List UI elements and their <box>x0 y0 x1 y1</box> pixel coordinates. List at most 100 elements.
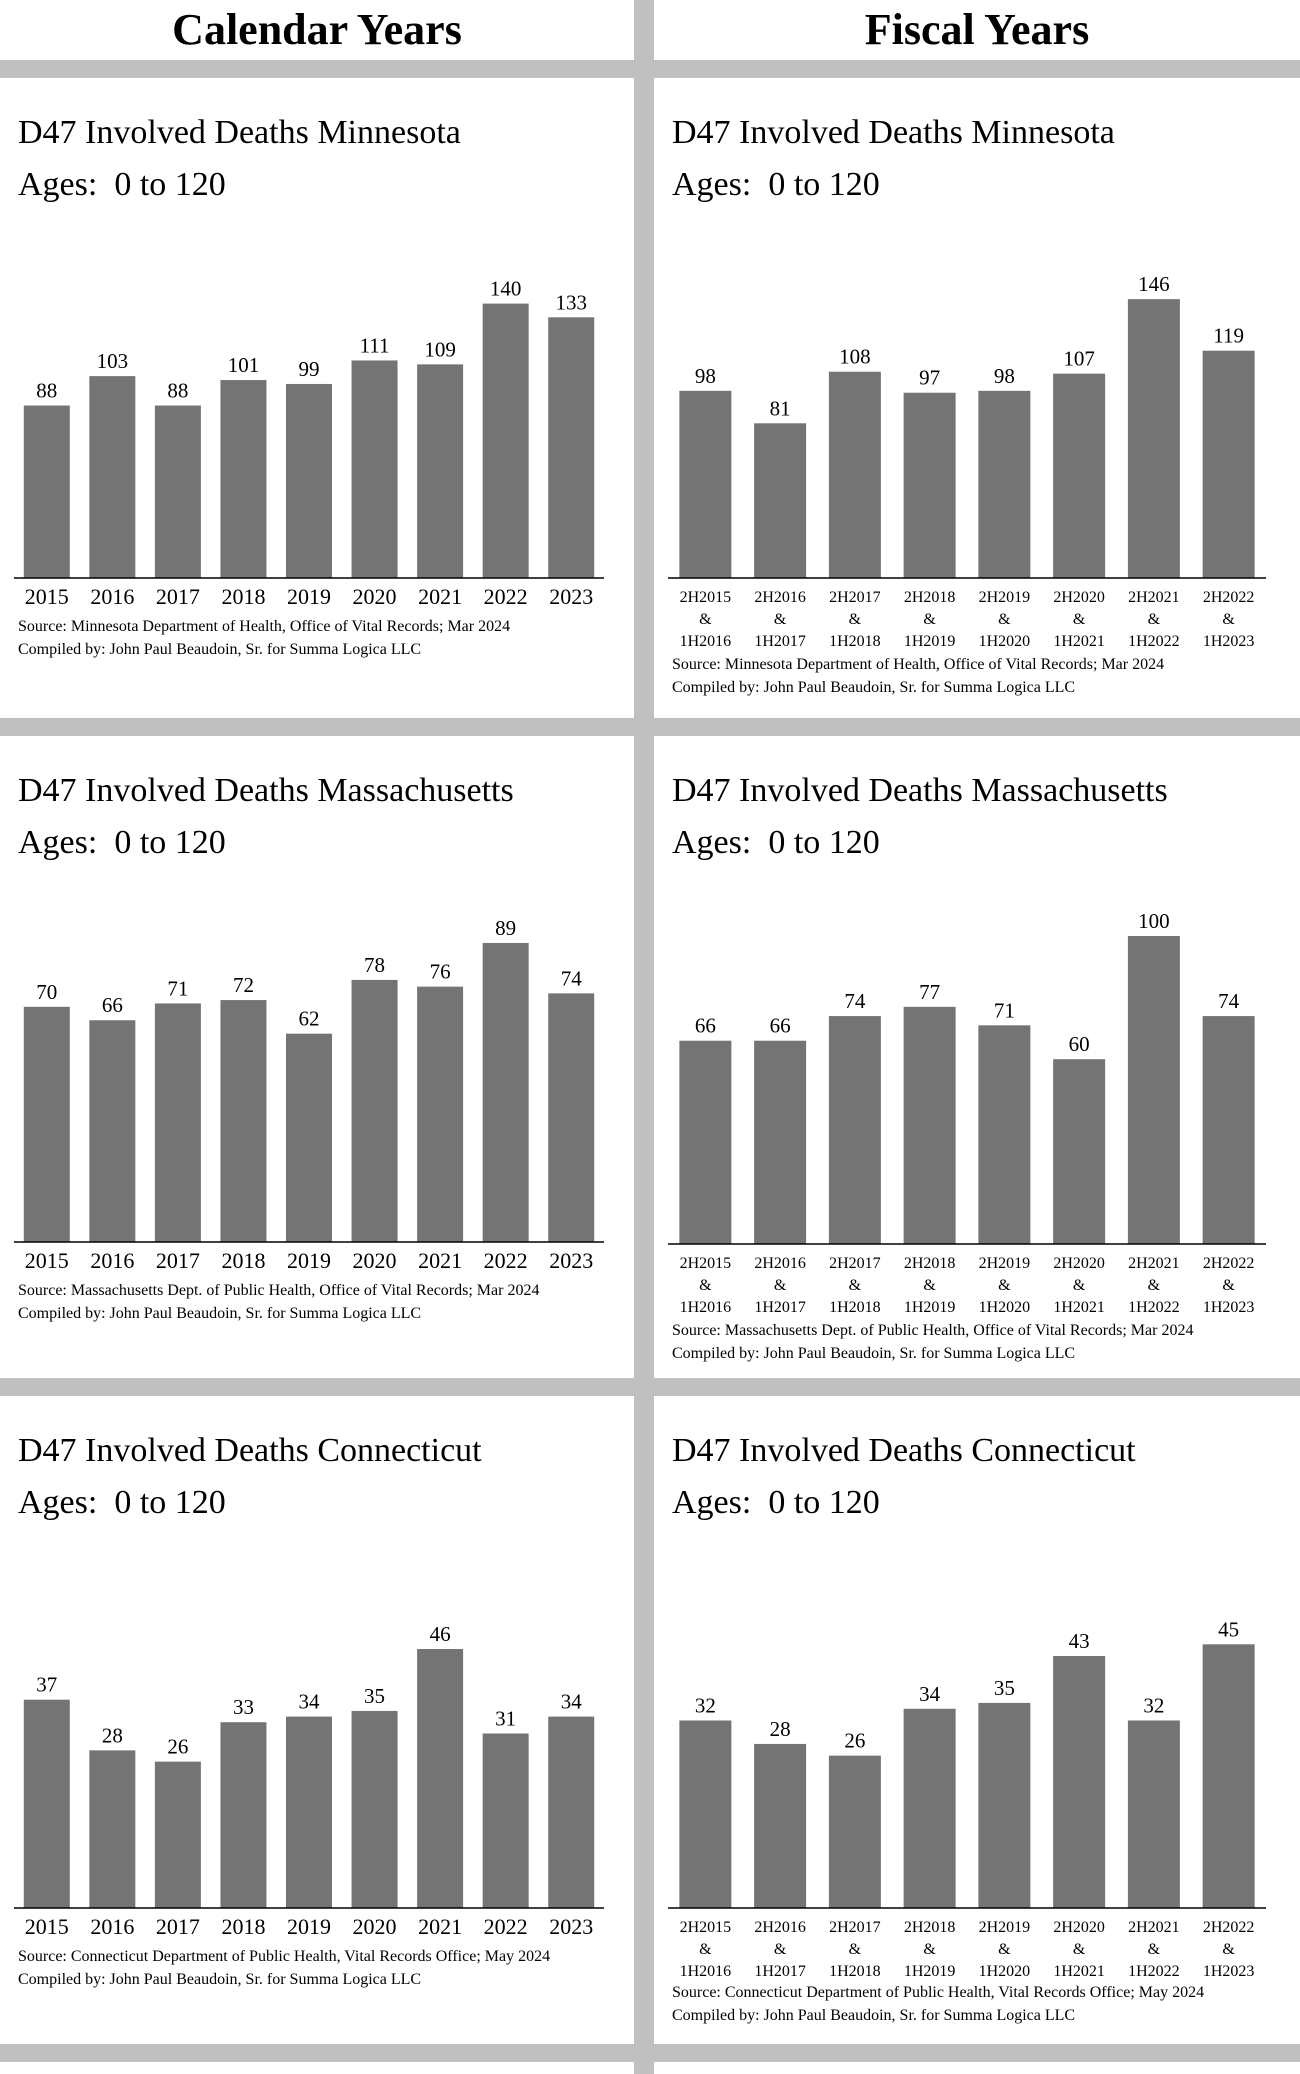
data-label: 107 <box>1063 347 1095 371</box>
bar-2023 <box>548 993 595 1242</box>
data-label: 43 <box>1069 1629 1090 1653</box>
bar-chart: 88 2015 103 2016 88 2017 101 2018 99 2019 111 2020 1… <box>14 277 604 609</box>
data-label: 140 <box>490 277 522 301</box>
compiled-by-note: Compiled by: John Paul Beaudoin, Sr. for… <box>672 679 1076 696</box>
fiscal-years-header: Fiscal Years <box>654 0 1300 60</box>
x-tick-label: 2016 <box>90 1248 134 1273</box>
bar-2H2018-1H2019 <box>903 1006 956 1244</box>
x-tick-label: 2H2022 & 1H2023 <box>1203 1255 1255 1316</box>
chart-panel-minnesota-fiscal: D47 Involved Deaths Minnesota Ages: 0 to … <box>654 78 1300 718</box>
bar-2017 <box>154 1761 201 1908</box>
compiled-by-note: Compiled by: John Paul Beaudoin, Sr. for… <box>18 1305 422 1322</box>
chart-title: D47 Involved Deaths Minnesota <box>672 114 1115 151</box>
bar-chart: 70 2015 66 2016 71 2017 72 2018 62 2019 78 2020 76 20… <box>14 916 604 1273</box>
bar-2H2016-1H2017 <box>754 423 807 578</box>
chart-panel-massachusetts-calendar: D47 Involved Deaths Massachusetts Ages: 0… <box>0 736 634 1378</box>
compiled-by-note: Compiled by: John Paul Beaudoin, Sr. for… <box>18 641 422 658</box>
bar-2023 <box>548 317 595 578</box>
bar-2H2017-1H2018 <box>828 371 881 578</box>
bar-2022 <box>482 1733 529 1908</box>
bar-2021 <box>417 364 464 578</box>
data-label: 31 <box>495 1706 516 1730</box>
chart-subtitle: Ages: 0 to 120 <box>672 1484 880 1521</box>
data-label: 76 <box>430 960 451 984</box>
data-label: 78 <box>364 953 385 977</box>
bar-2H2018-1H2019 <box>903 392 956 578</box>
bar-2H2020-1H2021 <box>1053 1656 1106 1908</box>
x-tick-label: 2019 <box>287 584 331 609</box>
data-label: 97 <box>919 366 940 390</box>
data-label: 72 <box>233 973 254 997</box>
data-label: 62 <box>299 1007 320 1031</box>
bar-2016 <box>89 1750 136 1908</box>
data-label: 133 <box>555 290 587 314</box>
data-label: 66 <box>695 1014 716 1038</box>
bar-2H2022-1H2023 <box>1202 1016 1255 1244</box>
x-tick-label: 2H2015 & 1H2016 <box>680 1919 732 1980</box>
bar-2021 <box>417 986 464 1242</box>
x-tick-label: 2015 <box>25 1248 69 1273</box>
source-note: Source: Massachusetts Dept. of Public He… <box>18 1282 540 1299</box>
bar-2015 <box>23 1699 70 1908</box>
x-tick-label: 2020 <box>353 1914 397 1939</box>
x-tick-label: 2H2019 & 1H2020 <box>979 589 1031 650</box>
data-label: 146 <box>1138 272 1170 296</box>
data-label: 71 <box>994 998 1015 1022</box>
x-tick-label: 2H2017 & 1H2018 <box>829 1919 881 1980</box>
bar-2022 <box>482 303 529 578</box>
bar-2017 <box>154 1003 201 1242</box>
bar-2020 <box>351 979 398 1242</box>
data-label: 81 <box>770 396 791 420</box>
bar-2H2018-1H2019 <box>903 1708 956 1908</box>
data-label: 89 <box>495 916 516 940</box>
data-label: 109 <box>424 337 456 361</box>
x-tick-label: 2021 <box>418 1248 462 1273</box>
x-tick-label: 2H2020 & 1H2021 <box>1053 1919 1105 1980</box>
source-note: Source: Connecticut Department of Public… <box>18 1948 551 1965</box>
x-tick-label: 2022 <box>484 1914 528 1939</box>
chart-subtitle: Ages: 0 to 120 <box>672 166 880 203</box>
bar-2016 <box>89 376 136 578</box>
data-label: 108 <box>839 345 871 369</box>
x-tick-label: 2016 <box>90 584 134 609</box>
bar-2018 <box>220 380 267 578</box>
data-label: 35 <box>994 1676 1015 1700</box>
chart-subtitle: Ages: 0 to 120 <box>672 824 880 861</box>
bar-2019 <box>286 1716 332 1908</box>
data-label: 33 <box>233 1695 254 1719</box>
bar-2018 <box>220 1722 267 1908</box>
bar-2H2017-1H2018 <box>828 1755 881 1908</box>
data-label: 45 <box>1218 1617 1239 1641</box>
data-label: 99 <box>299 357 320 381</box>
source-note: Source: Massachusetts Dept. of Public He… <box>672 1322 1194 1339</box>
x-tick-label: 2H2016 & 1H2017 <box>754 589 806 650</box>
chart-panel-connecticut-calendar: D47 Involved Deaths Connecticut Ages: 0 t… <box>0 1396 634 2044</box>
x-tick-label: 2H2020 & 1H2021 <box>1053 1255 1105 1316</box>
bar-2H2021-1H2022 <box>1127 299 1180 578</box>
x-tick-label: 2H2019 & 1H2020 <box>979 1255 1031 1316</box>
chart-subtitle: Ages: 0 to 120 <box>18 166 226 203</box>
data-label: 101 <box>228 353 260 377</box>
data-label: 32 <box>695 1693 716 1717</box>
x-tick-label: 2021 <box>418 584 462 609</box>
x-tick-label: 2023 <box>549 1914 593 1939</box>
x-tick-label: 2H2016 & 1H2017 <box>754 1255 806 1316</box>
x-tick-label: 2H2021 & 1H2022 <box>1128 589 1180 650</box>
x-tick-label: 2023 <box>549 1248 593 1273</box>
x-tick-label: 2H2016 & 1H2017 <box>754 1919 806 1980</box>
bar-2018 <box>220 1000 267 1242</box>
data-label: 34 <box>919 1682 941 1706</box>
data-label: 88 <box>36 379 57 403</box>
data-label: 98 <box>695 364 716 388</box>
bottom-strip-left <box>0 2062 634 2074</box>
bar-chart: 98 2H2015 & 1H2016 81 2H2016 & 1H2017 108 2H2017 &… <box>668 272 1266 650</box>
x-tick-label: 2019 <box>287 1248 331 1273</box>
x-tick-label: 2H2018 & 1H2019 <box>904 1255 956 1316</box>
bar-2023 <box>548 1716 595 1908</box>
bar-2H2015-1H2016 <box>679 1720 732 1908</box>
data-label: 119 <box>1213 324 1244 348</box>
data-label: 28 <box>102 1723 123 1747</box>
x-tick-label: 2018 <box>221 1914 265 1939</box>
data-label: 46 <box>430 1622 451 1646</box>
bar-2H2022-1H2023 <box>1202 1644 1255 1908</box>
